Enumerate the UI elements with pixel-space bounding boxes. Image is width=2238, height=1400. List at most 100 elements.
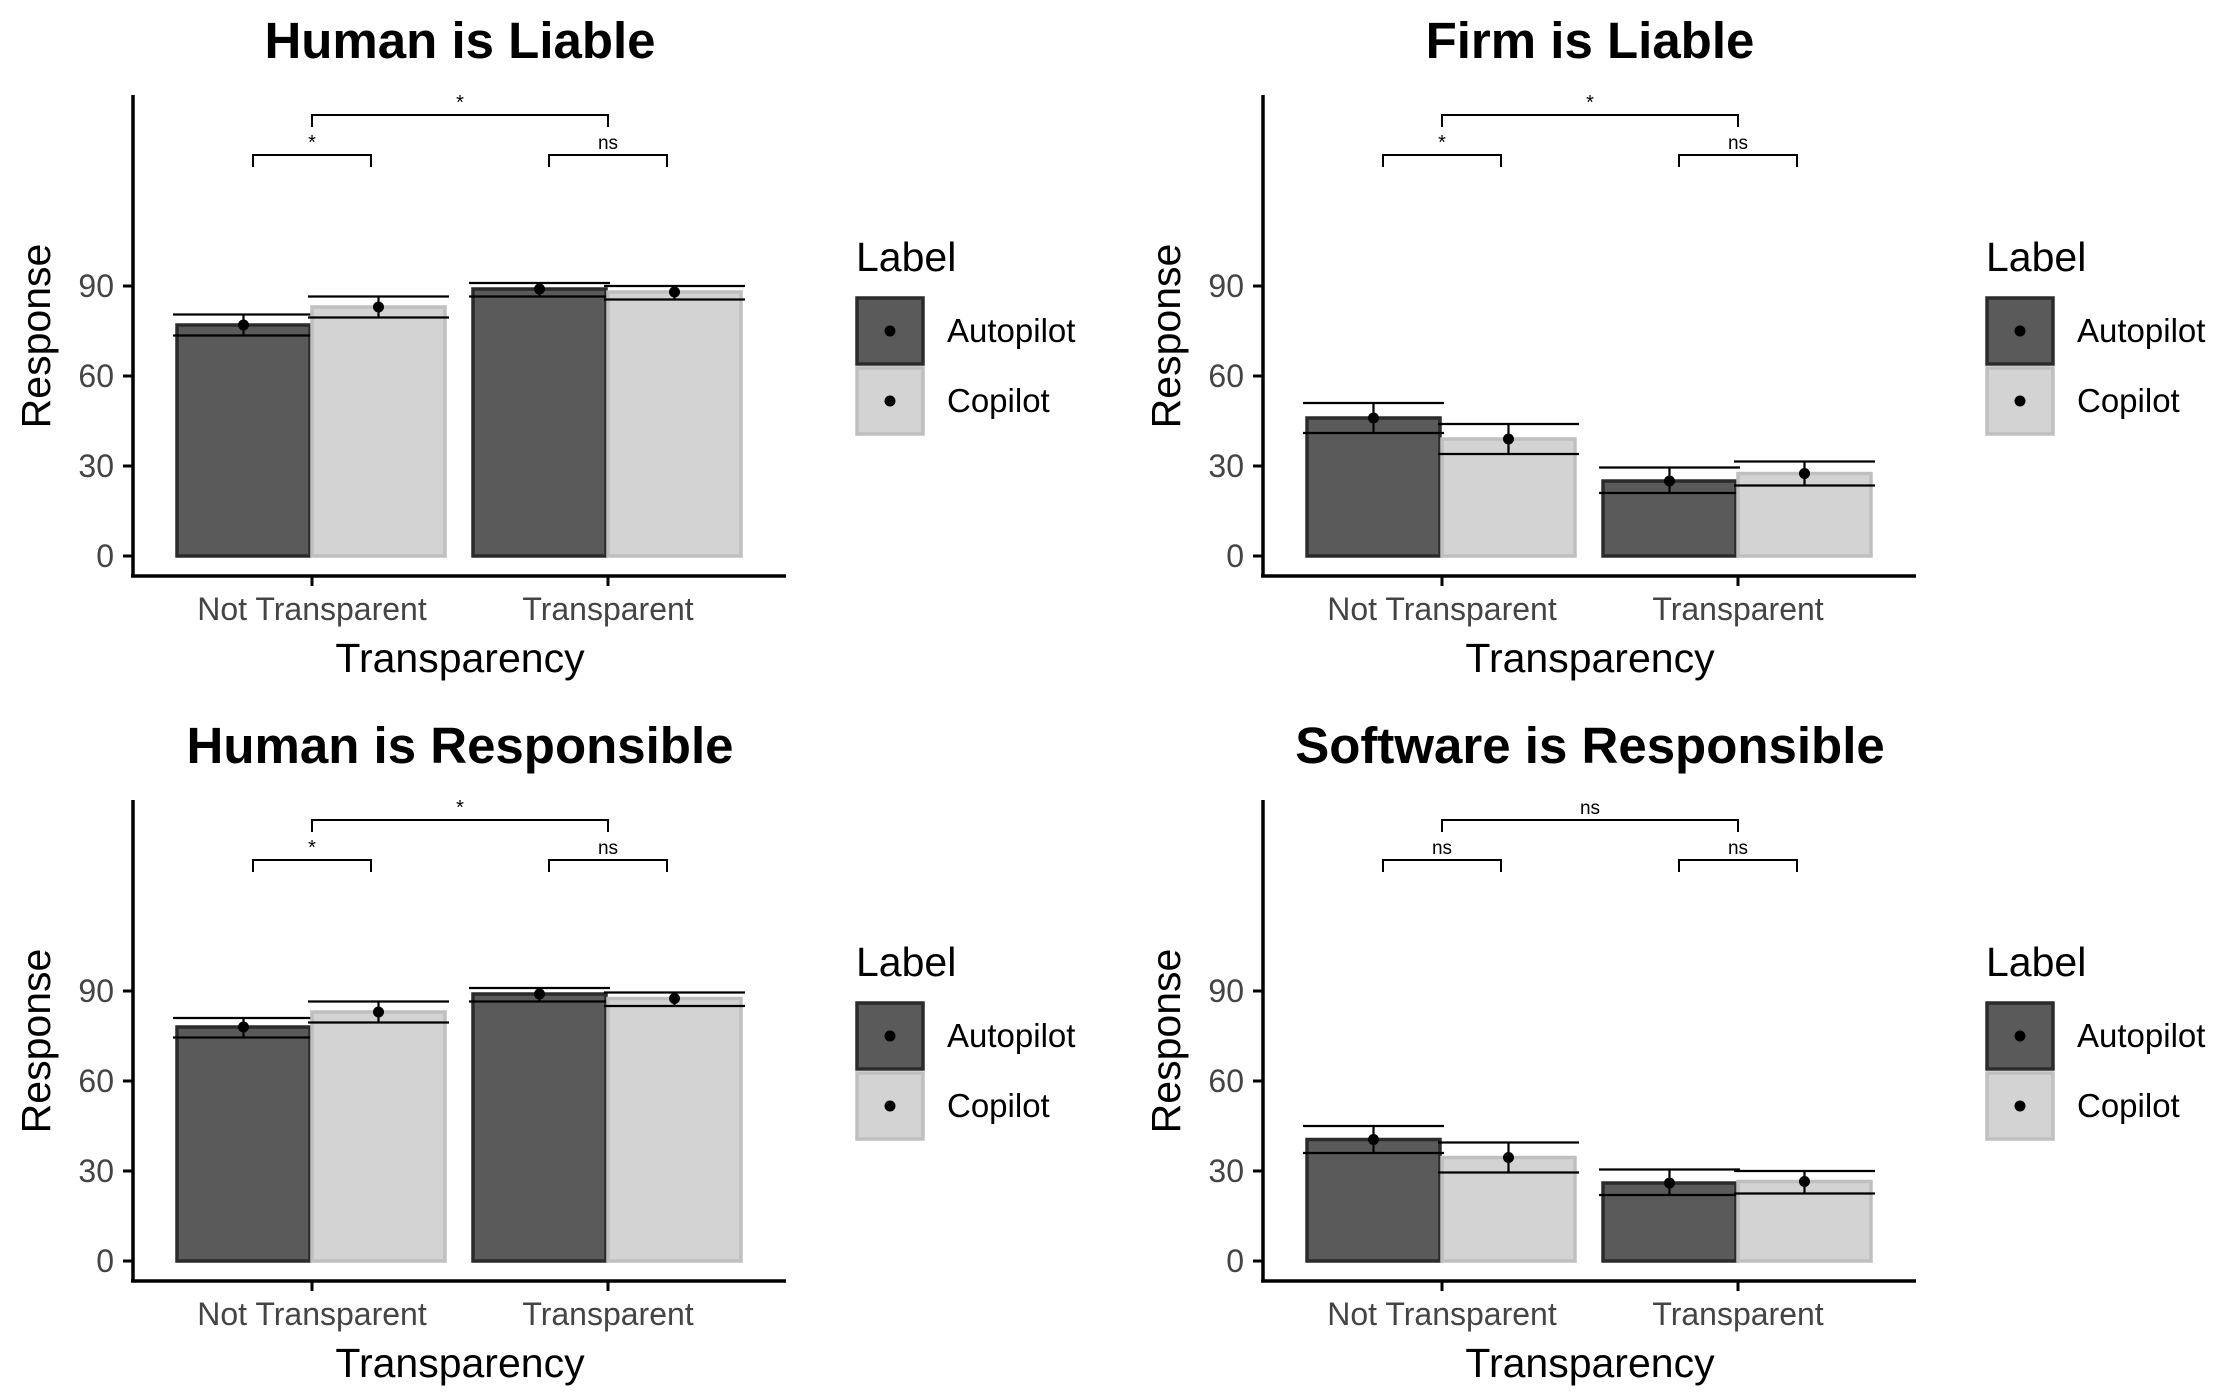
legend-key-point	[884, 1030, 896, 1042]
x-axis-title: Transparency	[1465, 1340, 1715, 1386]
mean-point	[373, 1006, 384, 1018]
significance-bracket	[311, 819, 609, 832]
x-tick-label: Transparent	[1652, 1296, 1823, 1332]
chart-panel-1: Human is Liable 0 30 60 90 Response Not Transp…	[13, 12, 1075, 681]
significance-label: ns	[598, 133, 618, 154]
mean-point	[1503, 433, 1514, 445]
x-tick-label: Not Transparent	[197, 1296, 427, 1332]
mean-point	[1664, 475, 1675, 487]
y-tick-label: 60	[78, 358, 114, 394]
significance-bracket	[1678, 154, 1798, 167]
significance-label: *	[308, 132, 316, 154]
legend-label-copilot: Copilot	[2077, 1087, 2180, 1124]
x-tick-label: Not Transparent	[197, 591, 427, 627]
bar-autopilot-not-transparent	[175, 1025, 312, 1263]
mean-point	[534, 988, 545, 1000]
significance-bracket	[548, 859, 668, 872]
x-axis-title: Transparency	[335, 635, 585, 681]
significance-bracket	[1382, 859, 1502, 872]
chart-panel-3: Human is Responsible 0 30 60 90 Response Not T…	[13, 717, 1075, 1386]
y-tick-label: 0	[1226, 538, 1244, 574]
significance-label: ns	[1728, 133, 1748, 154]
significance-bracket	[1382, 154, 1502, 167]
legend-label-copilot: Copilot	[947, 1087, 1050, 1124]
bar-copilot-transparent	[1736, 471, 1873, 558]
legend-title: Label	[856, 234, 956, 280]
significance-bracket	[311, 114, 609, 127]
significance-bracket	[1678, 859, 1798, 872]
mean-point	[1799, 1176, 1810, 1187]
y-tick-label: 0	[1226, 1243, 1244, 1279]
significance-label: ns	[1580, 798, 1600, 819]
bar-autopilot-not-transparent	[175, 323, 312, 558]
x-axis-title: Transparency	[335, 1340, 585, 1386]
legend-label-autopilot: Autopilot	[947, 1017, 1075, 1054]
significance-label: *	[1586, 92, 1594, 114]
mean-point	[1799, 468, 1810, 479]
x-tick-label: Not Transparent	[1327, 591, 1557, 627]
chart-title: Software is Responsible	[1295, 717, 1885, 774]
significance-label: *	[456, 797, 464, 819]
significance-bracket	[252, 154, 372, 167]
bar-autopilot-not-transparent	[1305, 416, 1442, 558]
significance-bracket	[1441, 819, 1739, 832]
y-axis-title: Response	[1143, 949, 1189, 1134]
y-tick-label: 30	[1208, 1153, 1244, 1189]
mean-point	[1503, 1152, 1514, 1163]
x-tick-label: Not Transparent	[1327, 1296, 1557, 1332]
x-tick-label: Transparent	[1652, 591, 1823, 627]
significance-bracket	[252, 859, 372, 872]
legend-key-point	[2014, 1100, 2026, 1112]
legend-label-autopilot: Autopilot	[2077, 1017, 2205, 1054]
significance-bracket	[1441, 114, 1739, 127]
y-axis-title: Response	[13, 244, 59, 429]
y-tick-label: 60	[1208, 1063, 1244, 1099]
significance-bracket	[548, 154, 668, 167]
bar-autopilot-transparent	[471, 287, 608, 558]
legend-label-autopilot: Autopilot	[2077, 312, 2205, 349]
mean-point	[1664, 1177, 1675, 1189]
bar-copilot-transparent	[606, 996, 743, 1263]
y-axis-title: Response	[13, 949, 59, 1134]
bar-autopilot-transparent	[471, 992, 608, 1263]
mean-point	[238, 1021, 249, 1033]
legend-key-point	[2014, 395, 2026, 407]
significance-label: *	[456, 92, 464, 114]
mean-point	[669, 286, 680, 298]
bar-copilot-not-transparent	[310, 1010, 447, 1263]
legend-key-point	[2014, 325, 2026, 337]
chart-title: Human is Liable	[264, 12, 655, 69]
chart-title: Human is Responsible	[187, 717, 734, 774]
chart-title: Firm is Liable	[1426, 12, 1755, 69]
legend-label-copilot: Copilot	[2077, 382, 2180, 419]
significance-label: ns	[1728, 838, 1748, 859]
y-tick-label: 0	[96, 538, 114, 574]
mean-point	[669, 993, 680, 1004]
y-tick-label: 30	[78, 1153, 114, 1189]
x-tick-label: Transparent	[522, 1296, 693, 1332]
significance-label: ns	[1432, 838, 1452, 859]
significance-label: ns	[598, 838, 618, 859]
y-tick-label: 90	[78, 268, 114, 304]
significance-label: *	[1438, 132, 1446, 154]
chart-panel-4: Software is Responsible 0 30 60 90 Response No…	[1143, 717, 2205, 1386]
mean-point	[1368, 1134, 1379, 1145]
bar-autopilot-not-transparent	[1305, 1137, 1442, 1263]
y-axis-title: Response	[1143, 244, 1189, 429]
x-axis-title: Transparency	[1465, 635, 1715, 681]
y-tick-label: 30	[1208, 448, 1244, 484]
y-tick-label: 90	[1208, 973, 1244, 1009]
legend-label-copilot: Copilot	[947, 382, 1050, 419]
x-tick-label: Transparent	[522, 591, 693, 627]
mean-point	[238, 319, 249, 331]
y-tick-label: 90	[1208, 268, 1244, 304]
legend-title: Label	[1986, 234, 2086, 280]
legend-label-autopilot: Autopilot	[947, 312, 1075, 349]
bar-copilot-not-transparent	[310, 305, 447, 558]
y-tick-label: 30	[78, 448, 114, 484]
bar-copilot-transparent	[606, 290, 743, 558]
bar-copilot-not-transparent	[1440, 437, 1577, 558]
y-tick-label: 90	[78, 973, 114, 1009]
